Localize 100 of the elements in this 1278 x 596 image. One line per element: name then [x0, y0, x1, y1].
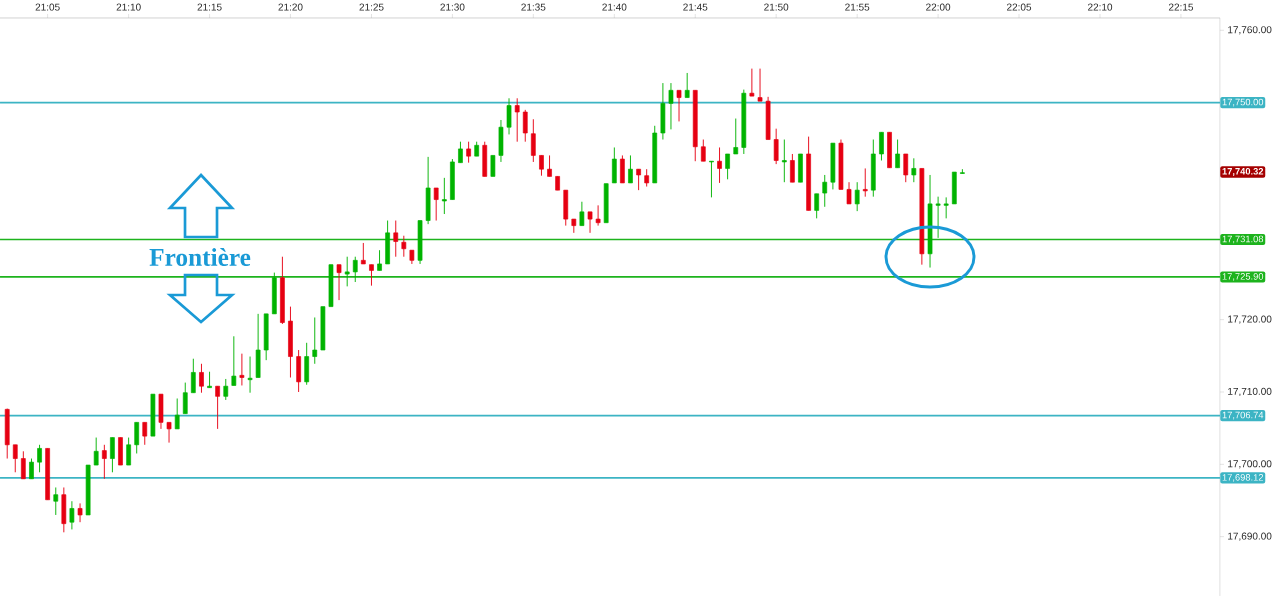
candlestick — [668, 82, 674, 130]
candlestick — [733, 118, 739, 155]
candlestick — [20, 450, 26, 480]
candlestick — [142, 421, 148, 446]
candlestick — [401, 235, 407, 258]
x-tick-label: 21:55 — [845, 3, 870, 11]
candlestick — [579, 201, 585, 227]
candlestick — [628, 154, 633, 184]
candlestick — [717, 147, 722, 184]
candlestick — [781, 139, 787, 183]
candlestick — [369, 264, 374, 287]
candlestick — [749, 68, 755, 97]
candlestick — [620, 154, 625, 184]
candlestick — [344, 256, 350, 287]
candlestick — [126, 437, 131, 466]
candlestick — [854, 181, 860, 212]
candlestick — [352, 256, 358, 283]
x-tick-label: 21:40 — [602, 3, 627, 11]
x-tick-label: 21:45 — [683, 3, 708, 11]
candlestick — [879, 131, 884, 161]
candlestick — [700, 139, 706, 162]
candlestick — [539, 154, 544, 177]
candlestick — [53, 487, 59, 516]
candlestick — [207, 371, 212, 389]
candlestick — [223, 378, 229, 401]
candlestick — [433, 187, 439, 222]
candlestick — [547, 154, 552, 177]
candlestick — [110, 437, 115, 473]
x-tick-label: 21:30 — [440, 3, 465, 11]
x-tick-label: 21:25 — [359, 3, 384, 11]
candlestick — [595, 204, 601, 227]
x-tick-label: 21:35 — [521, 3, 546, 11]
candlestick — [935, 196, 941, 239]
x-tick-label: 21:10 — [116, 3, 141, 11]
candlestick — [814, 193, 820, 219]
candlestick — [182, 382, 188, 415]
candlestick — [822, 174, 828, 208]
candlestick — [611, 147, 617, 184]
candlestick — [215, 385, 220, 430]
candlestick — [458, 141, 463, 164]
candlestick — [530, 118, 536, 163]
candlestick — [166, 421, 172, 444]
candlestick — [441, 177, 447, 215]
candlestick — [636, 168, 641, 191]
candlestick — [77, 502, 83, 523]
y-tick-label: 17,700.00 — [1228, 460, 1272, 469]
annotation: Frontière — [149, 248, 251, 266]
candlestick — [199, 363, 204, 394]
ref-line-label: 17,706.74 — [1222, 411, 1264, 420]
candlestick — [466, 141, 471, 164]
candlestick — [903, 153, 909, 183]
x-tick-label: 21:20 — [278, 3, 303, 11]
x-tick-label: 21:15 — [197, 3, 222, 11]
ref-line-label: 17,750.00 — [1222, 98, 1264, 107]
candlestick — [101, 444, 107, 480]
y-tick-label: 17,760.00 — [1228, 26, 1272, 35]
candlestick — [93, 437, 99, 466]
candlestick — [360, 242, 366, 265]
x-tick-label: 22:15 — [1168, 3, 1194, 11]
candlestick — [676, 89, 682, 122]
candlestick — [587, 211, 593, 234]
candlestick — [190, 358, 196, 394]
candlestick — [37, 444, 42, 473]
x-tick-label: 22:10 — [1088, 3, 1113, 11]
candlestick — [231, 335, 237, 386]
candlestick — [239, 353, 245, 386]
text: 17,740.32 — [1222, 168, 1264, 176]
ref-line-label: 17,731.08 — [1222, 235, 1264, 244]
candlestick — [69, 500, 75, 530]
x-tick-label: 22:00 — [926, 3, 951, 11]
candlestick — [134, 421, 140, 454]
candlestick — [312, 317, 318, 365]
candlestick — [506, 97, 512, 135]
candlestick — [29, 458, 34, 480]
candlestick — [490, 154, 496, 177]
candlestick — [773, 128, 779, 165]
candlestick — [684, 72, 690, 99]
y-tick-label: 17,710.00 — [1228, 387, 1272, 397]
candlestick — [336, 264, 342, 301]
x-tick-label: 21:50 — [764, 3, 789, 11]
candlestick — [911, 157, 917, 183]
candlestick — [862, 167, 868, 198]
candlestick — [757, 68, 763, 102]
x-tick-label: 21:05 — [35, 3, 60, 11]
y-tick-label: 17,690.00 — [1228, 532, 1272, 541]
candlestick — [393, 220, 399, 258]
candlestick — [790, 153, 795, 183]
y-tick-label: 17,720.00 — [1228, 315, 1272, 324]
ref-line-label: 17,725.90 — [1222, 273, 1264, 281]
candlestick — [12, 444, 18, 473]
candlestick — [522, 109, 528, 143]
candlestick — [895, 139, 900, 169]
candlestick — [174, 398, 180, 430]
candlestick — [514, 97, 520, 143]
candlestick — [943, 196, 949, 219]
x-tick-label: 22:05 — [1007, 3, 1032, 11]
candlestick — [846, 181, 852, 205]
candlestick — [377, 249, 382, 271]
candlestick — [709, 160, 714, 198]
ref-line-label: 17,698.12 — [1222, 474, 1264, 482]
